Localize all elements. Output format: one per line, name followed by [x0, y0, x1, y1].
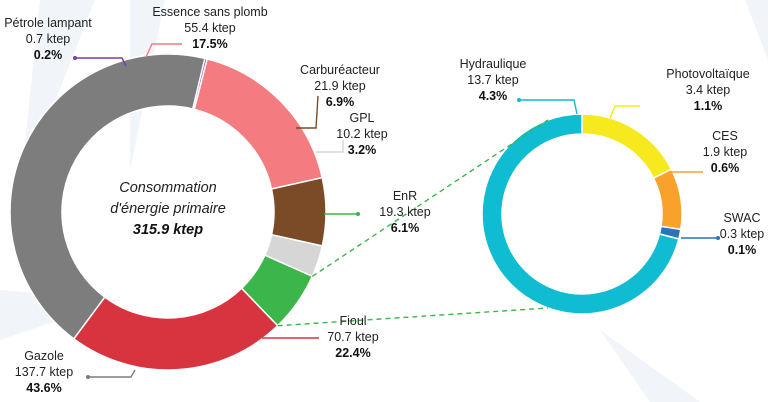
leader-gpl — [316, 140, 344, 153]
label-swac-pct: 0.1% — [728, 243, 757, 257]
leader-gazole — [88, 369, 136, 378]
label-petrole-lampant-name: Pétrole lampant — [4, 16, 92, 30]
center-text: Consommation d'énergie primaire 315.9 kt… — [110, 180, 226, 238]
slice-labels: Pétrole lampant 0.7 ktep 0.2% Essence sans … — [4, 5, 764, 395]
slice-petrole-lampant — [191, 57, 209, 111]
label-gpl-pct: 3.2% — [348, 143, 377, 157]
slice-fioul — [72, 287, 279, 371]
leader-carbureacteur — [296, 95, 319, 129]
enr-donut — [481, 113, 683, 315]
label-fioul-pct: 22.4% — [335, 346, 370, 360]
connector-bottom — [277, 307, 549, 327]
label-swac-value: 0.3 ktep — [720, 227, 765, 241]
label-photovoltaique-name: Photovoltaïque — [666, 67, 749, 81]
label-photovoltaique-value: 3.4 ktep — [686, 83, 731, 97]
background-ray — [745, 0, 768, 60]
label-essence-sans-plomb-pct: 17.5% — [192, 37, 227, 51]
label-gazole-pct: 43.6% — [26, 381, 61, 395]
label-carbureacteur-name: Carburéacteur — [300, 63, 380, 77]
label-enr-pct: 6.1% — [391, 221, 420, 235]
leader-lines — [73, 43, 720, 379]
leader-dot — [716, 236, 720, 240]
leader-dot — [356, 212, 360, 216]
label-ces-pct: 0.6% — [711, 161, 740, 175]
leader-hydraulique — [519, 99, 578, 115]
leader-dot — [517, 98, 521, 102]
label-petrole-lampant-value: 0.7 ktep — [26, 32, 71, 46]
leader-petrole-lampant — [75, 57, 127, 67]
label-essence-sans-plomb-name: Essence sans plomb — [152, 5, 267, 19]
label-petrole-lampant-pct: 0.2% — [34, 48, 63, 62]
slice-essence-sans-plomb — [193, 57, 324, 190]
main-donut — [9, 53, 327, 371]
leader-dot — [73, 56, 77, 60]
center-title-line-1: Consommation — [119, 180, 217, 196]
slice-photovoltaique — [581, 113, 673, 180]
label-fioul-name: Fioul — [339, 314, 366, 328]
label-gpl-name: GPL — [349, 111, 374, 125]
label-enr-value: 19.3 ktep — [379, 205, 430, 219]
center-title-total: 315.9 ktep — [133, 222, 203, 238]
leader-essence-sans-plomb — [145, 43, 182, 58]
label-gpl-value: 10.2 ktep — [336, 127, 387, 141]
leader-dot — [86, 375, 90, 379]
label-hydraulique-value: 13.7 ktep — [467, 73, 518, 87]
slice-hydraulique — [481, 113, 680, 315]
center-title-line-2: d'énergie primaire — [110, 201, 226, 217]
background-ray — [600, 330, 700, 402]
leader-photovoltaique — [609, 105, 640, 119]
label-hydraulique-name: Hydraulique — [460, 57, 527, 71]
slice-ces — [652, 168, 683, 231]
label-ces-name: CES — [712, 129, 738, 143]
enr-connector-lines — [277, 119, 549, 327]
slice-carbureacteur — [270, 176, 327, 247]
connector-top — [311, 119, 549, 277]
label-photovoltaique-pct: 1.1% — [694, 99, 723, 113]
label-swac-name: SWAC — [723, 211, 760, 225]
label-ces-value: 1.9 ktep — [703, 145, 748, 159]
label-fioul-value: 70.7 ktep — [327, 330, 378, 344]
label-gazole-name: Gazole — [24, 349, 64, 363]
slice-gazole — [9, 53, 206, 340]
label-carbureacteur-value: 21.9 ktep — [314, 79, 365, 93]
label-hydraulique-pct: 4.3% — [479, 89, 508, 103]
label-essence-sans-plomb-value: 55.4 ktep — [184, 21, 235, 35]
label-gazole-value: 137.7 ktep — [15, 365, 73, 379]
label-enr-name: EnR — [393, 189, 417, 203]
label-carbureacteur-pct: 6.9% — [326, 95, 355, 109]
